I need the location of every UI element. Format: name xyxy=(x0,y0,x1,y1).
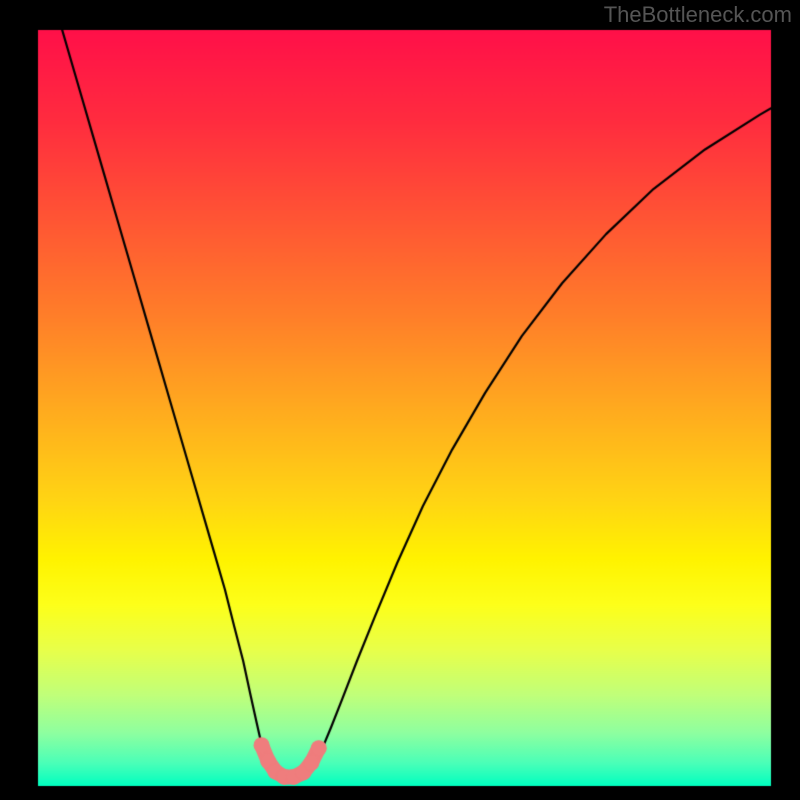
chart-container: TheBottleneck.com xyxy=(0,0,800,800)
bottleneck-chart-canvas xyxy=(0,0,800,800)
watermark-text: TheBottleneck.com xyxy=(604,2,792,28)
